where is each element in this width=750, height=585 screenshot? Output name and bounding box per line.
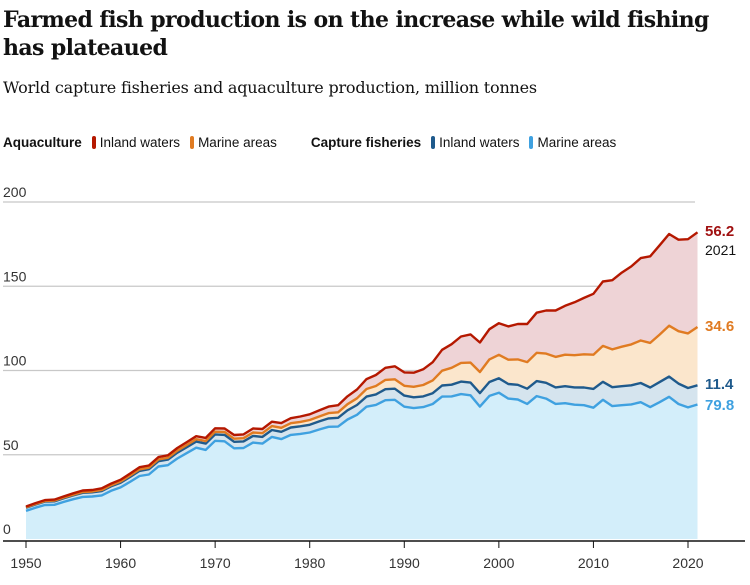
x-tick-label: 1960 [105,555,136,571]
x-tick-label: 1980 [294,555,325,571]
x-tick-label: 2000 [483,555,514,571]
legend-label: Marine areas [537,134,617,150]
x-tick-label: 1950 [10,555,41,571]
area-capture-fisheries-marine-areas [26,392,698,539]
legend-swatch-capture-marine [529,135,534,149]
legend-item-capture-inland: Inland waters [431,135,519,150]
y-tick-label: 150 [3,268,27,284]
y-tick-label: 0 [3,521,11,537]
end-label-year: 2021 [705,242,736,258]
legend-label: Inland waters [99,134,181,150]
legend-group-aquaculture: Aquaculture [3,134,82,150]
line-aquaculture-inland-waters [25,231,699,508]
legend-label: Marine areas [198,134,277,150]
line-capture-fisheries-marine-areas [25,391,698,513]
x-tick-label: 1990 [389,555,420,571]
chart-subtitle: World capture fisheries and aquaculture … [3,78,537,97]
x-tick-label: 2020 [672,555,703,571]
legend-item-aquaculture-marine: Marine areas [190,135,277,150]
end-label-capture-marine: 79.8 [705,397,734,414]
legend: Aquaculture Inland waters Marine areas C… [3,132,626,152]
legend-swatch-aquaculture-inland [91,135,96,149]
area-capture-fisheries-inland-waters [26,376,698,511]
area-aquaculture-marine-areas [26,325,698,508]
y-tick-label: 50 [3,437,19,453]
y-tick-label: 200 [3,184,27,200]
legend-swatch-capture-inland [431,135,436,149]
end-label-capture-inland: 11.4 [705,376,734,393]
end-label-aquaculture-inland: 56.2 [705,223,734,240]
legend-item-capture-marine: Marine areas [529,135,616,150]
line-aquaculture-marine-areas [25,324,699,509]
x-tick-label: 2010 [578,555,609,571]
legend-label: Inland waters [439,134,520,150]
legend-group-capture: Capture fisheries [310,134,422,150]
line-capture-fisheries-inland-waters [25,375,698,509]
legend-swatch-aquaculture-marine [190,135,195,149]
end-label-aquaculture-marine: 34.6 [705,318,734,335]
y-tick-label: 100 [3,353,27,369]
x-axis: 1950 1960 1970 1980 1990 2000 2010 2020 [3,540,745,571]
end-labels: 56.2 2021 34.6 11.4 79.8 [705,223,736,414]
legend-item-aquaculture-inland: Inland waters [91,134,181,150]
chart-title: Farmed fish production is on the increas… [3,7,709,61]
series-lines [25,231,699,513]
x-tick-label: 1970 [200,555,231,571]
y-axis-labels: 0 50 100 150 200 [3,184,27,537]
